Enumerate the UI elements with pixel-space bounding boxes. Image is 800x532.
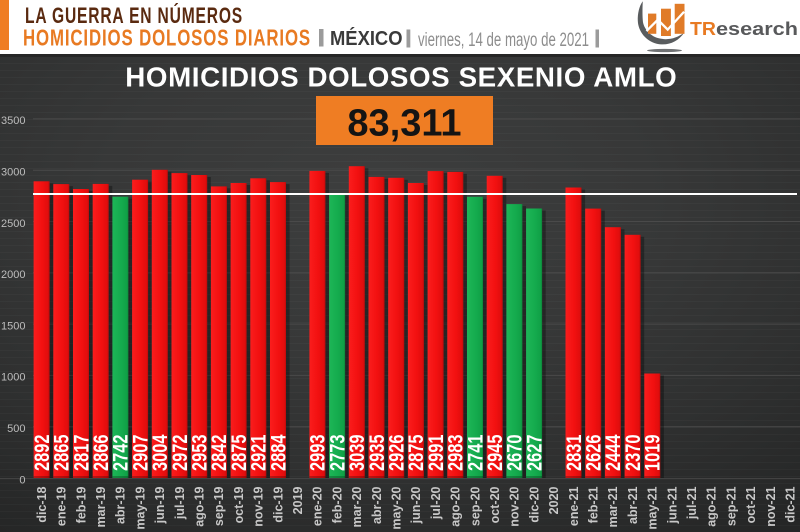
svg-text:2817: 2817 xyxy=(70,435,93,472)
svg-text:jul-19: jul-19 xyxy=(173,486,187,520)
svg-text:TR: TR xyxy=(690,18,716,39)
svg-text:sep-19: sep-19 xyxy=(212,486,226,526)
svg-text:dic-20: dic-20 xyxy=(527,486,541,522)
svg-text:2444: 2444 xyxy=(602,434,625,471)
svg-text:jun-21: jun-21 xyxy=(665,486,679,524)
svg-text:2741: 2741 xyxy=(464,434,487,471)
svg-text:2773: 2773 xyxy=(326,435,349,472)
svg-text:2370: 2370 xyxy=(622,435,645,472)
svg-text:may-19: may-19 xyxy=(133,486,147,529)
svg-text:2842: 2842 xyxy=(208,435,231,472)
svg-text:oct-21: oct-21 xyxy=(744,486,758,523)
svg-text:HOMICIDIOS DOLOSOS DIARIOS: HOMICIDIOS DOLOSOS DIARIOS xyxy=(23,25,311,51)
svg-text:2991: 2991 xyxy=(425,434,448,471)
svg-text:2627: 2627 xyxy=(523,435,546,472)
svg-text:2020: 2020 xyxy=(547,486,561,514)
svg-text:83,311: 83,311 xyxy=(347,103,461,145)
svg-text:nov-19: nov-19 xyxy=(252,486,266,526)
svg-text:2921: 2921 xyxy=(248,434,271,471)
svg-text:mar-21: mar-21 xyxy=(606,486,620,527)
svg-text:ene-19: ene-19 xyxy=(55,486,69,526)
svg-text:2742: 2742 xyxy=(110,435,133,472)
svg-text:1019: 1019 xyxy=(642,435,665,472)
svg-text:nov-20: nov-20 xyxy=(508,486,522,526)
svg-text:2875: 2875 xyxy=(228,434,251,471)
svg-text:may-21: may-21 xyxy=(646,486,660,529)
svg-text:nov-21: nov-21 xyxy=(764,486,778,526)
svg-text:2019: 2019 xyxy=(291,486,305,514)
svg-text:0: 0 xyxy=(19,474,25,486)
svg-text:abr-20: abr-20 xyxy=(370,486,384,524)
svg-text:jul-21: jul-21 xyxy=(685,486,699,520)
svg-text:500: 500 xyxy=(7,423,25,435)
svg-text:sep-20: sep-20 xyxy=(468,486,482,526)
svg-text:feb-19: feb-19 xyxy=(74,486,88,523)
svg-text:jun-19: jun-19 xyxy=(153,486,167,524)
svg-text:MÉXICO: MÉXICO xyxy=(330,27,403,50)
svg-text:dic-18: dic-18 xyxy=(35,486,49,522)
svg-text:HOMICIDIOS DOLOSOS SEXENIO AML: HOMICIDIOS DOLOSOS SEXENIO AMLO xyxy=(125,62,677,93)
svg-text:2500: 2500 xyxy=(1,218,25,230)
svg-text:2670: 2670 xyxy=(504,435,527,472)
svg-text:abr-19: abr-19 xyxy=(114,486,128,524)
svg-text:2865: 2865 xyxy=(51,434,74,471)
svg-text:2831: 2831 xyxy=(563,434,586,471)
svg-text:3039: 3039 xyxy=(346,435,369,472)
svg-text:3000: 3000 xyxy=(1,167,25,179)
svg-text:2892: 2892 xyxy=(31,435,54,472)
svg-text:esearch: esearch xyxy=(716,18,798,39)
svg-text:may-20: may-20 xyxy=(390,486,404,529)
svg-text:viernes, 14 de mayo de 2021: viernes, 14 de mayo de 2021 xyxy=(418,29,589,51)
svg-text:1000: 1000 xyxy=(1,372,25,384)
svg-text:2945: 2945 xyxy=(484,434,507,471)
svg-text:ago-19: ago-19 xyxy=(193,486,207,526)
svg-text:jun-20: jun-20 xyxy=(409,486,423,524)
svg-text:2907: 2907 xyxy=(129,435,152,472)
svg-text:1500: 1500 xyxy=(1,320,25,332)
svg-text:abr-21: abr-21 xyxy=(626,486,640,524)
svg-text:ago-20: ago-20 xyxy=(449,486,463,526)
svg-text:2875: 2875 xyxy=(405,434,428,471)
svg-text:2983: 2983 xyxy=(445,435,468,472)
svg-text:oct-20: oct-20 xyxy=(488,486,502,523)
svg-text:feb-21: feb-21 xyxy=(587,486,601,523)
svg-text:2926: 2926 xyxy=(386,435,409,472)
svg-text:3500: 3500 xyxy=(1,115,25,127)
svg-text:2953: 2953 xyxy=(189,435,212,472)
svg-text:mar-19: mar-19 xyxy=(94,486,108,527)
svg-text:2626: 2626 xyxy=(583,435,606,472)
svg-text:2993: 2993 xyxy=(307,435,330,472)
svg-text:oct-19: oct-19 xyxy=(232,486,246,523)
svg-text:2972: 2972 xyxy=(169,435,192,472)
svg-text:LA GUERRA EN NÚMEROS: LA GUERRA EN NÚMEROS xyxy=(25,3,243,28)
svg-text:ene-21: ene-21 xyxy=(567,486,581,526)
svg-text:2866: 2866 xyxy=(90,435,113,472)
svg-text:feb-20: feb-20 xyxy=(330,486,344,523)
svg-text:2000: 2000 xyxy=(1,269,25,281)
svg-text:2935: 2935 xyxy=(366,434,389,471)
svg-text:3004: 3004 xyxy=(149,434,172,471)
svg-text:dic-19: dic-19 xyxy=(271,486,285,522)
svg-text:mar-20: mar-20 xyxy=(350,486,364,527)
svg-text:jul-20: jul-20 xyxy=(429,486,443,520)
svg-text:2884: 2884 xyxy=(267,434,290,471)
svg-text:ene-20: ene-20 xyxy=(311,486,325,526)
svg-text:dic-21: dic-21 xyxy=(784,486,798,522)
svg-text:sep-21: sep-21 xyxy=(724,486,738,526)
svg-text:ago-21: ago-21 xyxy=(705,486,719,526)
